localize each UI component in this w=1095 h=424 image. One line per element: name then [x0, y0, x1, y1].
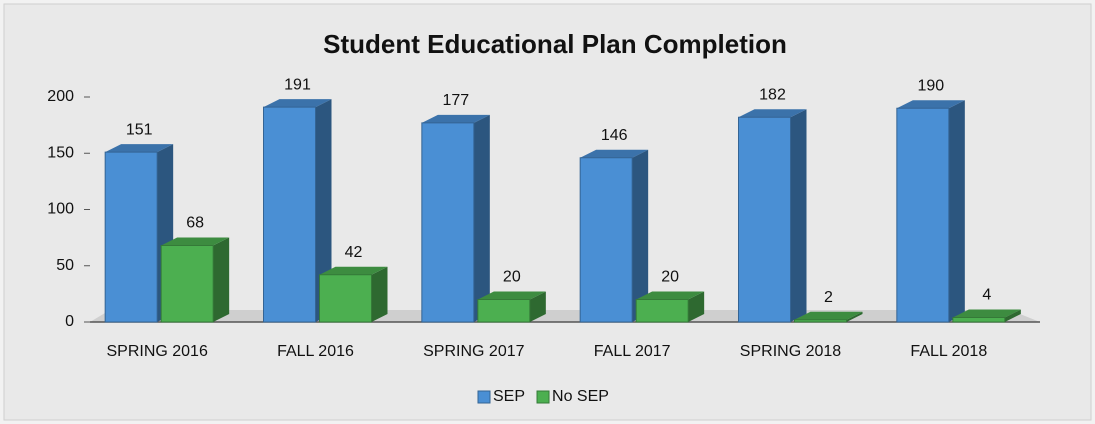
bar-side [473, 114, 490, 322]
bar [477, 299, 531, 323]
bar-top [161, 237, 230, 246]
bar [160, 245, 214, 323]
y-tick-label: 100 [47, 201, 74, 218]
bar [421, 122, 475, 323]
y-tick-label: 50 [56, 257, 74, 274]
bar-top [636, 291, 705, 300]
data-label: 182 [759, 86, 786, 103]
bar-side [529, 291, 546, 322]
bar-side [790, 109, 807, 322]
data-label: 42 [345, 244, 363, 261]
x-tick-label: SPRING 2018 [740, 343, 841, 360]
bar [319, 274, 372, 323]
bar [263, 106, 316, 323]
x-tick-label: FALL 2017 [594, 343, 671, 360]
bar-top [105, 144, 174, 153]
data-label: 20 [661, 269, 679, 286]
x-tick-label: SPRING 2017 [423, 343, 524, 360]
bar-side [948, 100, 965, 322]
data-label: 190 [917, 77, 944, 94]
bar-side [688, 291, 705, 322]
bar [794, 319, 847, 323]
bar [635, 299, 689, 323]
chart-title: Student Educational Plan Completion [323, 29, 787, 59]
legend-label: SEP [493, 388, 525, 405]
bar [579, 157, 633, 323]
bar-side [315, 99, 332, 322]
bar [896, 107, 950, 323]
data-label: 151 [126, 121, 153, 138]
bar-side [846, 311, 863, 322]
y-tick-label: 0 [65, 313, 74, 330]
data-label: 20 [503, 269, 521, 286]
bar-top [738, 109, 807, 118]
legend-swatch [536, 390, 550, 404]
bar-top [896, 100, 965, 109]
legend-label: No SEP [552, 388, 609, 405]
bar-top [580, 149, 649, 158]
bar-top [319, 266, 388, 275]
data-label: 4 [982, 287, 991, 304]
bar-top [477, 291, 546, 300]
bar-top [794, 311, 863, 320]
bar-side [1004, 309, 1021, 322]
data-label: 191 [284, 76, 311, 93]
legend-swatch [477, 390, 491, 404]
y-tick-label: 200 [47, 88, 74, 105]
data-label: 177 [442, 92, 469, 109]
data-label: 2 [824, 289, 833, 306]
y-tick-label: 150 [47, 144, 74, 161]
data-label: 68 [186, 215, 204, 232]
bar [952, 317, 1006, 323]
bar-top [952, 309, 1021, 318]
x-tick-label: FALL 2016 [277, 343, 354, 360]
bar-side [371, 266, 388, 322]
bar-side [632, 149, 649, 322]
bar-side [213, 237, 230, 322]
bar-top [421, 114, 490, 123]
x-tick-label: FALL 2018 [910, 343, 987, 360]
x-tick-label: SPRING 2016 [106, 343, 207, 360]
bar [738, 116, 791, 323]
bar [104, 151, 158, 323]
bar-top [263, 99, 332, 108]
data-label: 146 [601, 127, 628, 144]
